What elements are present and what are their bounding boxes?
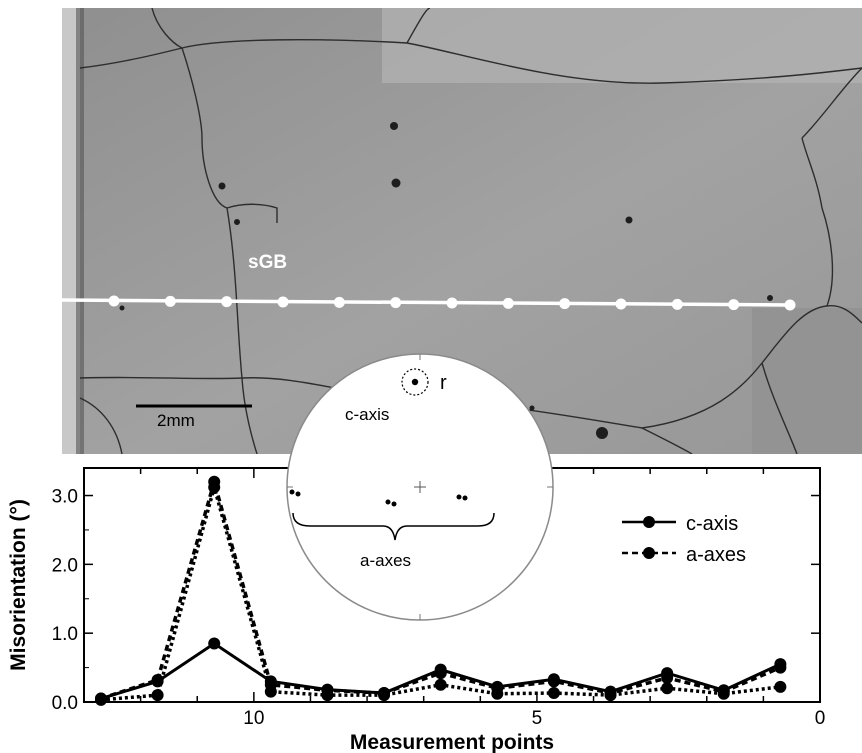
series-2-point	[717, 687, 730, 700]
measurement-point-dot	[559, 298, 571, 310]
series-2-point	[774, 680, 787, 693]
y-axis-ticks: 0.0 1.0 2.0 3.0	[52, 487, 820, 714]
sample-edge-dark	[76, 8, 84, 454]
series-1-point	[547, 675, 560, 688]
measurement-point-dot	[784, 299, 796, 311]
x-axis-ticks: 10 5 0	[83, 468, 826, 729]
sgb-label: sGB	[248, 252, 287, 273]
series-2-point	[378, 689, 391, 702]
dark-grain-right	[752, 308, 862, 454]
a-axes-brace	[292, 512, 495, 541]
measurement-point-dot	[615, 298, 627, 310]
series-2-point	[491, 687, 504, 700]
c-axis-label: c-axis	[345, 405, 389, 424]
y-axis-label: Misorientation (°)	[7, 499, 30, 671]
y-tick-label: 2.0	[52, 555, 78, 576]
r-dotted-circle	[401, 368, 429, 396]
series-2-point	[151, 689, 164, 702]
measurement-point-dot	[108, 295, 120, 307]
series-2-point	[661, 682, 674, 695]
series-0-point	[208, 637, 221, 650]
r-label: r	[440, 372, 447, 394]
measurement-point-dot	[671, 298, 683, 310]
series-1-point	[151, 673, 164, 686]
series-2-point	[208, 481, 221, 494]
sample-edge	[62, 8, 80, 454]
series-1-point	[774, 661, 787, 674]
measurement-line-points	[108, 295, 796, 311]
a-axes-pole-markers	[289, 489, 468, 507]
x-tick-label: 10	[243, 708, 264, 729]
measurement-point-dot	[390, 297, 402, 309]
light-grain-top-right	[382, 8, 862, 83]
measurement-point-dot	[277, 296, 289, 308]
series-2-point	[604, 689, 617, 702]
x-tick-label: 0	[815, 708, 826, 729]
series-group	[94, 475, 787, 706]
measurement-point-dot	[164, 295, 176, 307]
series-2-point	[321, 689, 334, 702]
legend-label-c-axis: c-axis	[686, 513, 738, 535]
x-tick-label: 5	[532, 708, 543, 729]
inclusions	[119, 122, 773, 439]
c-axis-pole-marker	[411, 378, 419, 386]
measurement-point-dot	[502, 297, 514, 309]
a-axes-label: a-axes	[360, 551, 411, 570]
x-axis-label: Measurement points	[350, 731, 554, 753]
series-2-point	[94, 693, 107, 706]
measurement-line	[62, 298, 793, 307]
measurement-point-dot	[728, 299, 740, 311]
measurement-point-dot	[446, 297, 458, 309]
legend: c-axis a-axes	[622, 513, 746, 566]
series-2-point	[264, 685, 277, 698]
grain-boundaries	[79, 8, 862, 454]
legend-marker-c-axis	[643, 516, 655, 528]
legend-label-a-axes: a-axes	[686, 544, 746, 566]
scale-bar-label: 2mm	[157, 411, 195, 430]
y-tick-label: 0.0	[52, 693, 78, 714]
series-2-point	[434, 678, 447, 691]
legend-marker-a-axes	[643, 547, 655, 559]
series-2-point	[547, 687, 560, 700]
measurement-point-dot	[221, 296, 233, 308]
measurement-point-dot	[333, 296, 345, 308]
y-tick-label: 3.0	[52, 487, 78, 508]
y-tick-label: 1.0	[52, 624, 78, 645]
series-1-point	[661, 671, 674, 684]
series-1-point	[434, 667, 447, 680]
